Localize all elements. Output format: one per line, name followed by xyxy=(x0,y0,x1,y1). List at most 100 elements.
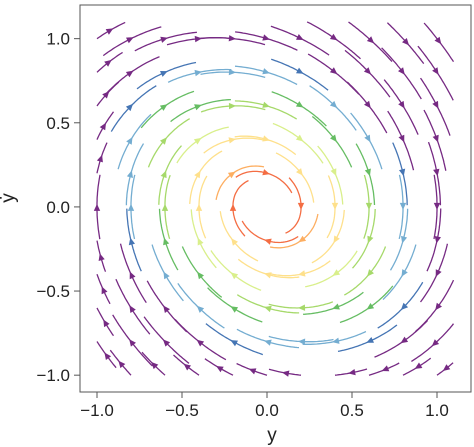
streamline-arrow-68 xyxy=(298,235,307,243)
streamline-arrow-109 xyxy=(431,339,440,347)
streamline-arrow-40 xyxy=(194,104,202,111)
streamline-arrow-82 xyxy=(330,134,337,142)
streamline-arrow-63 xyxy=(262,34,270,41)
streamline-arrow-34 xyxy=(196,305,205,313)
streamline-arrow-10 xyxy=(118,360,126,369)
streamline-arrow-19 xyxy=(125,70,134,78)
streamline-arrow-43 xyxy=(216,366,224,373)
streamline-arrow-59 xyxy=(262,169,270,176)
y-axis-label: ẏ xyxy=(0,193,19,203)
streamline-arrow-32 xyxy=(183,363,191,371)
streamline-arrow-21 xyxy=(151,361,159,370)
y-tick-label-2: 0.0 xyxy=(46,198,70,217)
streamline-arrow-104 xyxy=(398,134,405,143)
streamline-arrow-2 xyxy=(101,286,108,295)
streamline-arrow-111 xyxy=(435,269,442,277)
streamline-arrow-106 xyxy=(398,67,405,75)
streamline-arrow-117 xyxy=(432,67,439,75)
streamline-arrow-15 xyxy=(127,203,135,211)
streamline-arrow-116 xyxy=(432,100,439,109)
streamline-arrow-4 xyxy=(93,203,101,211)
streamline-arrow-114 xyxy=(433,168,440,177)
streamline-arrow-5 xyxy=(96,154,103,163)
streamline-arrow-103 xyxy=(399,168,406,177)
streamline-arrow-86 xyxy=(381,365,390,372)
x-tick-label-4: 1.0 xyxy=(425,401,449,420)
streamline-arrow-99 xyxy=(400,302,409,310)
streamline-arrow-102 xyxy=(399,202,407,210)
streamline-arrow-12 xyxy=(129,305,136,313)
y-tick-label-1: −0.5 xyxy=(36,282,70,301)
streamline-arrow-95 xyxy=(363,67,372,75)
streamline-arrow-83 xyxy=(329,100,338,108)
streamline-arrow-11 xyxy=(129,339,136,347)
streamline-arrow-31 xyxy=(160,36,168,43)
streamline-arrow-39 xyxy=(193,137,202,145)
streamline-arrow-3 xyxy=(98,253,105,261)
streamline-arrow-110 xyxy=(435,302,442,311)
streamline-arrow-35 xyxy=(197,271,204,280)
streamline-arrow-55 xyxy=(264,339,272,346)
streamline-arrow-46 xyxy=(230,272,239,280)
streamline-arrow-71 xyxy=(295,134,304,142)
streamline-arrow-113 xyxy=(433,202,441,210)
streamline-arrow-66 xyxy=(298,304,306,311)
streamline-arrow-8 xyxy=(104,59,112,67)
streamline-arrow-85 xyxy=(329,33,338,41)
streamline-arrow-20 xyxy=(126,37,134,44)
streamlines xyxy=(93,21,455,377)
x-tick-label-0: −1.0 xyxy=(80,401,114,420)
streamline-arrow-45 xyxy=(230,306,239,313)
streamline-arrow-13 xyxy=(129,271,136,280)
streamline-arrow-91 xyxy=(365,202,373,210)
streamline-arrow-25 xyxy=(163,237,170,246)
streamline-arrow-30 xyxy=(160,71,168,77)
streamline-arrow-17 xyxy=(126,137,133,145)
streamline-arrow-69 xyxy=(297,202,305,210)
streamline-arrow-112 xyxy=(434,236,441,244)
streamline-arrow-70 xyxy=(296,168,303,176)
streamline-arrow-94 xyxy=(364,100,371,109)
streamline-arrow-93 xyxy=(364,134,371,143)
streamline-arrow-42 xyxy=(194,35,202,43)
streamline-arrow-23 xyxy=(163,305,170,313)
streamline-arrow-22 xyxy=(162,339,171,347)
streamline-arrow-1 xyxy=(103,319,110,328)
streamline-arrow-108 xyxy=(442,364,451,371)
streamline-arrow-41 xyxy=(194,69,202,77)
streamline-arrow-76 xyxy=(332,337,340,344)
x-tick-label-1: −0.5 xyxy=(165,401,199,420)
streamline-arrow-28 xyxy=(160,137,167,145)
streamline-arrow-54 xyxy=(248,368,257,375)
streamline-arrow-98 xyxy=(400,336,409,344)
streamline-arrow-80 xyxy=(331,202,339,210)
streamline-arrow-100 xyxy=(401,269,408,277)
streamline-arrow-51 xyxy=(228,102,236,110)
y-tick-label-0: −1.0 xyxy=(36,366,70,385)
streamline-arrow-52 xyxy=(228,68,236,76)
x-tick-label-2: 0.0 xyxy=(255,401,279,420)
streamline-arrow-65 xyxy=(298,338,306,345)
streamline-arrow-16 xyxy=(126,170,133,178)
streamline-arrow-9 xyxy=(105,28,114,35)
streamline-arrow-18 xyxy=(125,103,134,112)
streamline-arrow-72 xyxy=(295,101,304,108)
streamline-arrow-61 xyxy=(262,101,270,108)
streamline-arrow-53 xyxy=(228,35,236,42)
plot-frame xyxy=(79,4,472,393)
streamline-arrow-0 xyxy=(104,352,112,360)
streamline-arrow-92 xyxy=(364,168,371,177)
streamline-arrow-37 xyxy=(195,203,203,211)
streamline-arrow-118 xyxy=(434,36,442,45)
streamline-arrow-48 xyxy=(229,203,237,211)
axes: −1.0 −0.5 0.0 0.5 1.0 −1.0 −0.5 0.0 0.5 1.0 xyxy=(36,30,448,420)
streamline-arrow-107 xyxy=(402,38,410,46)
streamline-arrow-74 xyxy=(296,34,304,40)
streamline-arrow-84 xyxy=(329,67,338,75)
y-tick-label-3: 0.5 xyxy=(46,114,70,133)
streamline-arrow-77 xyxy=(332,303,340,310)
streamline-arrow-26 xyxy=(161,203,169,211)
streamline-arrow-62 xyxy=(262,68,270,75)
streamline-arrow-60 xyxy=(262,135,270,142)
